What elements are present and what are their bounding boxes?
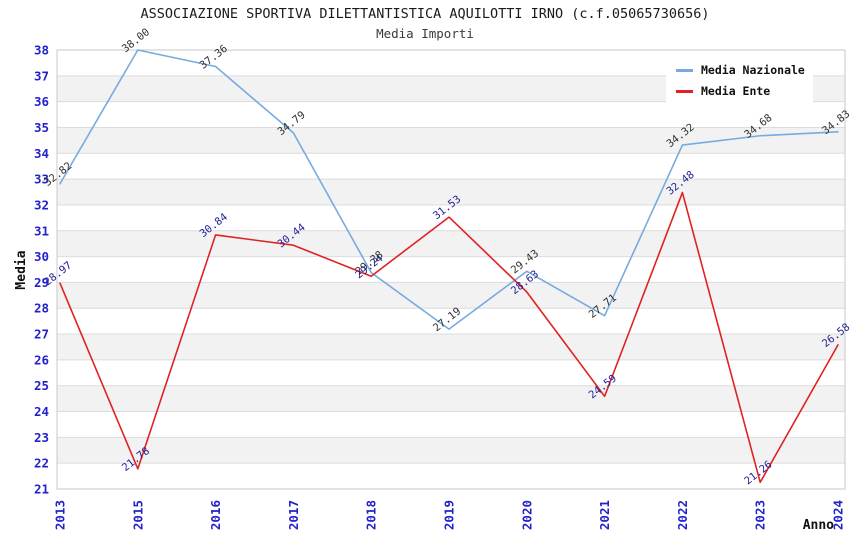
x-axis-title: Anno [803,518,834,533]
legend-item-media-nazionale: Media Nazionale [666,63,813,77]
plot-band [57,230,845,257]
x-tick-label: 2020 [519,500,534,530]
legend-label: Media Ente [701,84,771,98]
y-tick-label: 31 [34,223,49,238]
y-tick-label: 25 [34,378,49,393]
y-tick-label: 22 [34,456,49,471]
legend-item-media-ente: Media Ente [666,84,813,98]
x-tick-label: 2019 [442,500,457,530]
x-tick-label: 2018 [364,500,379,530]
y-tick-label: 29 [34,275,49,290]
x-tick-label: 2021 [597,500,612,530]
y-tick-label: 24 [34,404,49,419]
plot-band [57,127,845,154]
y-tick-label: 26 [34,352,49,367]
plot-band [57,256,845,283]
legend-line-swatch-icon [676,68,693,72]
plot-band [57,385,845,412]
plot-border [56,49,846,490]
y-tick-label: 28 [34,301,49,316]
plot-band [57,411,845,438]
x-tick-label: 2016 [208,500,223,530]
plot-band [57,282,845,309]
y-tick-label: 32 [34,197,49,212]
plot-band [57,179,845,205]
plot-band [57,308,845,335]
x-tick-label: 2015 [130,500,145,530]
chart-subtitle: Media Importi [376,26,474,41]
plot-band [57,359,845,386]
x-tick-label: 2022 [675,500,690,530]
y-tick-label: 23 [34,430,49,445]
y-tick-label: 30 [34,249,49,264]
legend-box: Media Nazionale Media Ente [666,57,813,104]
y-axis-title: Media [14,250,29,289]
plot-band [57,334,845,360]
y-tick-label: 34 [34,146,49,161]
y-tick-label: 36 [34,94,49,109]
plot-band [57,204,845,231]
x-tick-label: 2017 [286,500,301,530]
x-tick-label: 2023 [753,500,768,530]
plot-band [57,463,845,489]
y-tick-label: 27 [34,327,49,342]
y-tick-label: 21 [34,482,49,497]
plot-band [57,153,845,180]
x-tick-label: 2024 [831,500,846,530]
chart-title: ASSOCIAZIONE SPORTIVA DILETTANTISTICA AQ… [140,6,710,22]
y-tick-label: 37 [34,68,49,83]
legend-label: Media Nazionale [701,63,805,77]
x-tick-label: 2013 [53,500,68,530]
y-tick-label: 38 [34,43,49,58]
series-line-media-nazionale [59,49,839,330]
plot-band [57,437,845,464]
series-line-media-ente [59,191,839,484]
legend-line-swatch-icon [676,89,693,93]
plot-band [57,101,845,128]
y-tick-label: 33 [34,172,49,187]
y-tick-label: 35 [34,120,49,135]
